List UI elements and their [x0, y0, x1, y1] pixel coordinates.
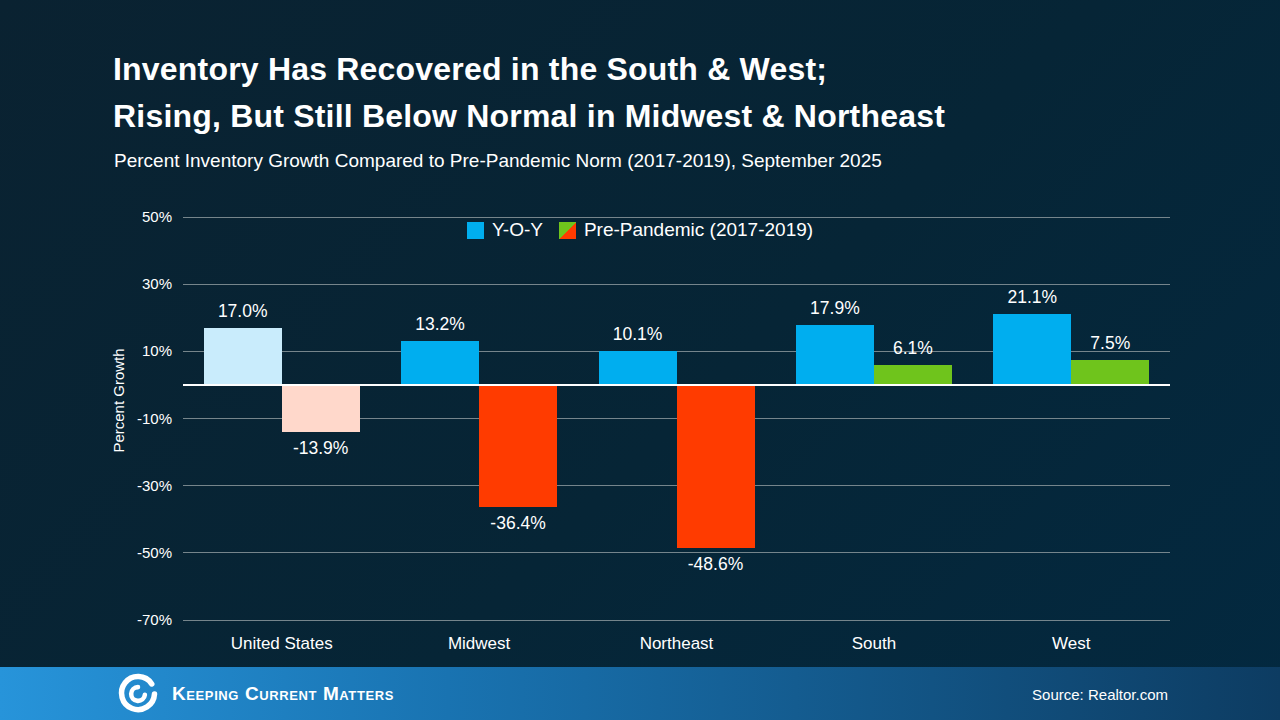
legend-swatch-prepandemic [559, 222, 576, 239]
plot-area: 50%30%10%-10%-30%-50%-70%17.0%-13.9%Unit… [0, 0, 1280, 720]
x-axis-label-united-states: United States [192, 634, 372, 654]
bar-pre-pandemic-2017-2019--0 [282, 385, 360, 432]
zero-axis-line [183, 384, 1170, 386]
bar-y-o-y-2 [599, 351, 677, 385]
source-credit: Source: Realtor.com [1032, 685, 1168, 702]
legend-item-prepandemic: Pre-Pandemic (2017-2019) [559, 219, 813, 241]
bar-y-o-y-0 [204, 328, 282, 385]
gridline-30 [183, 284, 1170, 285]
chart-legend: Y-O-Y Pre-Pandemic (2017-2019) [0, 219, 1280, 241]
footer-bar: Keeping Current Matters Source: Realtor.… [0, 667, 1280, 720]
bar-value-label: 17.0% [183, 301, 303, 322]
brand-name: Keeping Current Matters [172, 683, 394, 705]
bar-pre-pandemic-2017-2019--1 [479, 385, 557, 507]
bar-value-label: 21.1% [972, 287, 1092, 308]
bar-value-label: 17.9% [775, 298, 895, 319]
bar-value-label: -36.4% [458, 513, 578, 534]
bar-value-label: -48.6% [656, 554, 776, 575]
y-tick-label: -50% [110, 543, 172, 563]
x-axis-label-midwest: Midwest [389, 634, 569, 654]
bar-pre-pandemic-2017-2019--3 [874, 365, 952, 385]
gridline--70 [183, 620, 1170, 621]
legend-label-prepandemic: Pre-Pandemic (2017-2019) [584, 219, 813, 241]
bar-value-label: 7.5% [1050, 333, 1170, 354]
bar-pre-pandemic-2017-2019--2 [677, 385, 755, 548]
bar-y-o-y-1 [401, 341, 479, 385]
x-axis-label-south: South [784, 634, 964, 654]
bar-pre-pandemic-2017-2019--4 [1071, 360, 1149, 385]
bar-value-label: 13.2% [380, 314, 500, 335]
bar-value-label: 10.1% [578, 324, 698, 345]
kcm-logo-icon [116, 672, 160, 716]
y-axis-title: Percent Growth [110, 316, 127, 486]
y-tick-label: 30% [110, 274, 172, 294]
legend-swatch-yoy [467, 222, 484, 239]
legend-item-yoy: Y-O-Y [467, 219, 543, 241]
y-tick-label: -70% [110, 610, 172, 630]
bar-value-label: 6.1% [853, 338, 973, 359]
x-axis-label-west: West [981, 634, 1161, 654]
bar-value-label: -13.9% [261, 438, 381, 459]
x-axis-label-northeast: Northeast [587, 634, 767, 654]
legend-label-yoy: Y-O-Y [492, 219, 543, 241]
gridline-50 [183, 217, 1170, 218]
